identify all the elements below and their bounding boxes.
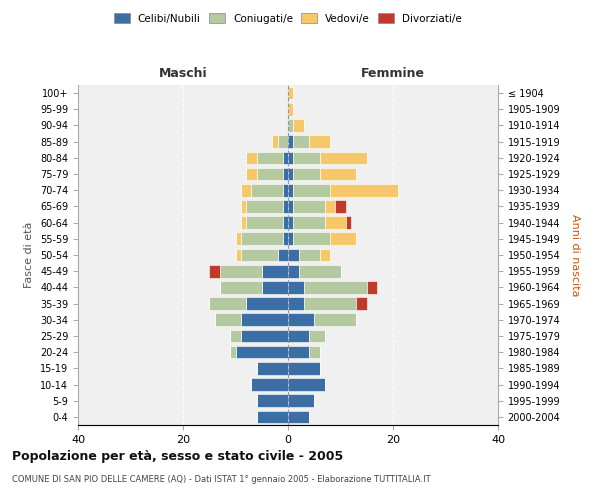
Bar bbox=[235, 346, 288, 358]
Bar bbox=[241, 248, 277, 262]
Bar bbox=[299, 265, 341, 278]
Bar bbox=[235, 232, 241, 245]
Bar bbox=[230, 330, 241, 342]
Bar bbox=[288, 378, 325, 391]
Bar bbox=[220, 265, 262, 278]
Bar bbox=[272, 136, 277, 148]
Bar bbox=[288, 394, 314, 407]
Bar bbox=[288, 184, 293, 196]
Bar bbox=[288, 168, 293, 180]
Bar bbox=[241, 314, 288, 326]
Bar bbox=[283, 216, 288, 229]
Bar bbox=[335, 200, 346, 212]
Bar bbox=[283, 232, 288, 245]
Bar bbox=[241, 232, 283, 245]
Bar bbox=[288, 346, 309, 358]
Bar bbox=[309, 136, 330, 148]
Bar bbox=[320, 168, 356, 180]
Bar bbox=[241, 200, 246, 212]
Bar bbox=[257, 394, 288, 407]
Bar bbox=[288, 216, 293, 229]
Bar bbox=[283, 200, 288, 212]
Text: COMUNE DI SAN PIO DELLE CAMERE (AQ) - Dati ISTAT 1° gennaio 2005 - Elaborazione : COMUNE DI SAN PIO DELLE CAMERE (AQ) - Da… bbox=[12, 475, 431, 484]
Bar bbox=[330, 232, 356, 245]
Bar bbox=[299, 248, 320, 262]
Y-axis label: Anni di nascita: Anni di nascita bbox=[570, 214, 580, 296]
Bar bbox=[320, 248, 330, 262]
Bar bbox=[246, 152, 257, 164]
Bar bbox=[241, 184, 251, 196]
Bar bbox=[209, 298, 246, 310]
Bar bbox=[283, 152, 288, 164]
Legend: Celibi/Nubili, Coniugati/e, Vedovi/e, Divorziati/e: Celibi/Nubili, Coniugati/e, Vedovi/e, Di… bbox=[111, 10, 465, 26]
Bar bbox=[367, 281, 377, 293]
Bar bbox=[262, 265, 288, 278]
Bar bbox=[277, 136, 288, 148]
Bar bbox=[230, 346, 235, 358]
Bar bbox=[309, 346, 320, 358]
Bar bbox=[288, 330, 309, 342]
Bar bbox=[288, 232, 293, 245]
Bar bbox=[304, 298, 356, 310]
Bar bbox=[288, 410, 309, 423]
Bar bbox=[293, 184, 330, 196]
Bar bbox=[288, 136, 293, 148]
Bar bbox=[288, 119, 293, 132]
Bar bbox=[241, 330, 288, 342]
Bar bbox=[325, 200, 335, 212]
Bar bbox=[283, 168, 288, 180]
Bar bbox=[251, 378, 288, 391]
Bar bbox=[288, 314, 314, 326]
Bar bbox=[277, 248, 288, 262]
Bar bbox=[257, 168, 283, 180]
Bar bbox=[246, 216, 283, 229]
Bar bbox=[304, 281, 367, 293]
Bar bbox=[288, 200, 293, 212]
Bar bbox=[288, 87, 293, 100]
Bar bbox=[251, 184, 283, 196]
Bar bbox=[288, 265, 299, 278]
Y-axis label: Fasce di età: Fasce di età bbox=[25, 222, 34, 288]
Text: Popolazione per età, sesso e stato civile - 2005: Popolazione per età, sesso e stato civil… bbox=[12, 450, 343, 463]
Bar bbox=[288, 298, 304, 310]
Bar bbox=[209, 265, 220, 278]
Bar bbox=[257, 410, 288, 423]
Bar bbox=[356, 298, 367, 310]
Bar bbox=[330, 184, 398, 196]
Bar bbox=[288, 103, 293, 116]
Bar bbox=[346, 216, 351, 229]
Bar bbox=[288, 362, 320, 374]
Bar bbox=[320, 152, 367, 164]
Bar bbox=[293, 216, 325, 229]
Bar bbox=[293, 168, 320, 180]
Bar bbox=[293, 136, 309, 148]
Bar bbox=[314, 314, 356, 326]
Bar bbox=[293, 200, 325, 212]
Text: Maschi: Maschi bbox=[158, 67, 208, 80]
Bar bbox=[257, 362, 288, 374]
Bar bbox=[309, 330, 325, 342]
Bar bbox=[293, 232, 330, 245]
Bar bbox=[246, 298, 288, 310]
Bar bbox=[215, 314, 241, 326]
Bar bbox=[235, 248, 241, 262]
Bar bbox=[283, 184, 288, 196]
Bar bbox=[257, 152, 283, 164]
Bar bbox=[288, 152, 293, 164]
Bar bbox=[246, 200, 283, 212]
Bar bbox=[288, 281, 304, 293]
Bar bbox=[220, 281, 262, 293]
Bar bbox=[288, 248, 299, 262]
Bar bbox=[262, 281, 288, 293]
Bar bbox=[246, 168, 257, 180]
Text: Femmine: Femmine bbox=[361, 67, 425, 80]
Bar bbox=[293, 152, 320, 164]
Bar bbox=[293, 119, 304, 132]
Bar bbox=[325, 216, 346, 229]
Bar bbox=[241, 216, 246, 229]
